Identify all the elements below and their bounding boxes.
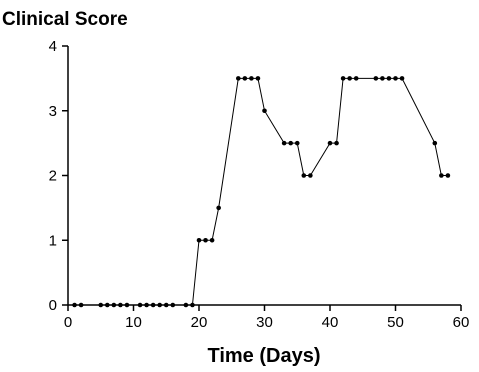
data-point bbox=[439, 173, 444, 178]
x-axis-ticks: 0 10 20 30 40 50 60 bbox=[64, 305, 470, 331]
x-axis-label: Time (Days) bbox=[207, 345, 320, 367]
data-point bbox=[216, 205, 221, 211]
data-point bbox=[242, 76, 248, 81]
series-line bbox=[74, 77, 448, 306]
data-point bbox=[373, 76, 379, 81]
data-point bbox=[399, 76, 405, 81]
data-point bbox=[111, 302, 117, 308]
data-point bbox=[98, 302, 104, 308]
data-point bbox=[163, 302, 169, 308]
y-tick-label: 2 bbox=[49, 168, 57, 185]
y-tick-label: 0 bbox=[49, 297, 57, 314]
chart-title: Clinical Score bbox=[2, 9, 128, 30]
data-point bbox=[262, 108, 267, 114]
data-point bbox=[281, 140, 287, 146]
data-point bbox=[294, 140, 300, 146]
y-tick-label: 3 bbox=[49, 103, 57, 120]
data-point bbox=[124, 302, 130, 308]
data-point bbox=[353, 76, 359, 81]
series-layer bbox=[72, 76, 451, 308]
data-point bbox=[157, 302, 162, 308]
data-point bbox=[170, 302, 176, 308]
data-point bbox=[347, 76, 352, 81]
data-point bbox=[249, 76, 254, 81]
x-tick-label: 10 bbox=[125, 314, 142, 331]
x-tick-label: 40 bbox=[322, 314, 339, 331]
data-point bbox=[236, 76, 241, 81]
data-point bbox=[118, 302, 123, 308]
data-point bbox=[334, 140, 339, 146]
x-tick-label: 20 bbox=[191, 314, 208, 331]
data-point bbox=[432, 140, 438, 146]
y-tick-label: 1 bbox=[49, 232, 57, 249]
data-point bbox=[301, 173, 307, 178]
data-point bbox=[308, 173, 313, 178]
data-point bbox=[190, 302, 195, 308]
data-point bbox=[137, 302, 143, 308]
data-point bbox=[196, 237, 202, 243]
data-point bbox=[327, 140, 333, 146]
data-point bbox=[380, 76, 385, 81]
x-tick-label: 50 bbox=[387, 314, 404, 331]
data-point bbox=[183, 302, 189, 308]
x-tick-label: 30 bbox=[256, 314, 273, 331]
data-point bbox=[255, 76, 261, 81]
y-tick-label: 4 bbox=[49, 38, 57, 55]
data-point bbox=[150, 302, 156, 308]
data-point bbox=[203, 237, 208, 243]
data-point bbox=[72, 302, 77, 308]
y-axis-ticks: 0 1 2 3 4 bbox=[49, 38, 68, 314]
x-tick-label: 0 bbox=[64, 314, 72, 331]
data-point bbox=[105, 302, 110, 308]
data-point bbox=[340, 76, 346, 81]
x-tick-label: 60 bbox=[453, 314, 470, 331]
data-point bbox=[209, 237, 215, 243]
data-point bbox=[78, 302, 84, 308]
data-point bbox=[288, 140, 294, 146]
data-point bbox=[144, 302, 149, 308]
data-point bbox=[386, 76, 392, 81]
data-point bbox=[393, 76, 398, 81]
data-point bbox=[445, 173, 451, 178]
